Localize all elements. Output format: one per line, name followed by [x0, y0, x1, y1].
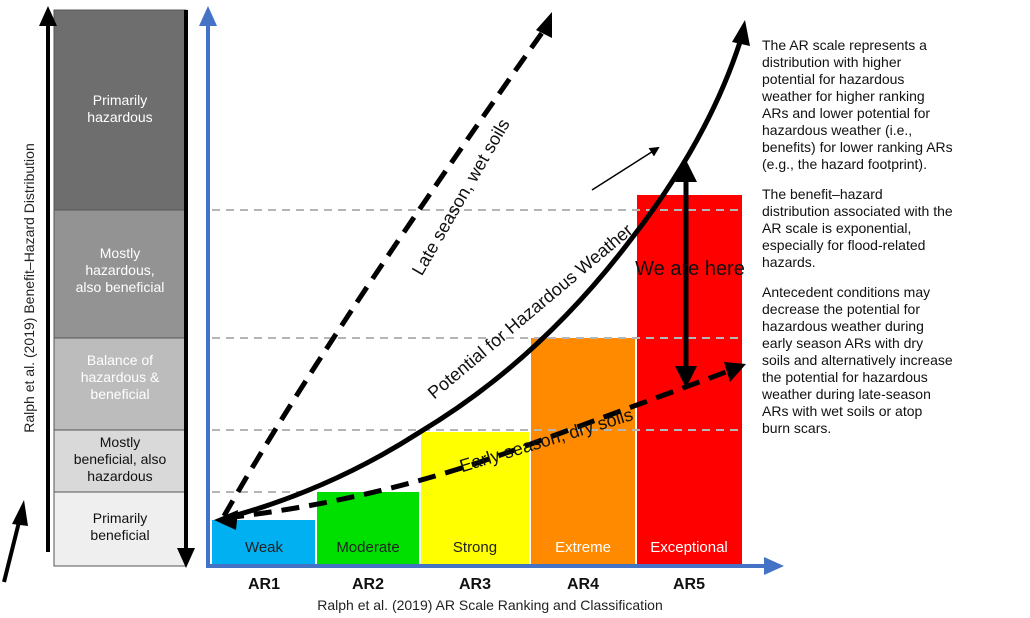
explanation-paragraph-1: The AR scale represents a distribution w…	[762, 37, 953, 172]
late-season-curve	[221, 28, 547, 518]
benefit-hazard-arrow	[39, 6, 195, 568]
benefit-hazard-segment	[53, 9, 187, 211]
benefit-hazard-segment	[53, 337, 187, 431]
curve-arrowhead	[732, 20, 750, 46]
ar-band	[316, 492, 420, 564]
ar-band	[212, 520, 316, 564]
segment-label-primarily-beneficial: Primarily beneficial	[90, 510, 150, 543]
ar-band-name: Exceptional	[650, 539, 728, 556]
ar-band-name: Extreme	[555, 539, 611, 556]
segment-label-balance: Balance of hazardous & beneficial	[80, 352, 160, 402]
ar-band-name: Moderate	[336, 539, 399, 556]
ar-band-name: Weak	[245, 539, 284, 556]
ar-code-label: AR5	[673, 576, 705, 593]
segment-label-mostly-beneficial: Mostly beneficial, also hazardous	[73, 434, 167, 484]
ar-code-labels: AR1 AR2 AR3 AR4 AR5	[248, 576, 705, 593]
we-are-here-annotation: We are here	[635, 258, 745, 280]
benefit-hazard-bar	[53, 9, 187, 567]
x-axis-label: Ralph et al. (2019) AR Scale Ranking and…	[317, 597, 663, 613]
hazard-potential-curve	[225, 41, 743, 521]
segment-label-primarily-hazardous: Primarily hazardous	[87, 92, 153, 125]
thin-trend-arrow	[591, 146, 660, 191]
pointer-arrow-icon	[2, 500, 28, 583]
chart-axes	[199, 6, 784, 575]
ar-code-label: AR4	[567, 576, 599, 593]
explanation-paragraph-3: Antecedent conditions may decrease the p…	[762, 284, 953, 436]
ar-category-bands: Weak Moderate Strong Extreme Exceptional	[212, 180, 742, 564]
benefit-hazard-segment	[53, 209, 187, 339]
benefit-hazard-segment	[53, 429, 187, 493]
explanation-paragraph-2: The benefit–hazard distribution associat…	[762, 186, 953, 270]
benefit-hazard-segment	[53, 491, 187, 567]
early-curve-arrowhead	[724, 362, 746, 382]
ar-code-label: AR1	[248, 576, 280, 593]
segment-label-mostly-hazardous: Mostly hazardous, also beneficial	[75, 245, 165, 295]
range-double-arrow	[675, 160, 697, 388]
early-season-curve	[225, 369, 727, 521]
explanation-text: The AR scale represents a distribution w…	[762, 37, 1024, 437]
late-curve-arrowhead	[536, 12, 552, 38]
ar-band	[530, 338, 636, 564]
benefit-hazard-axis-label: Ralph et al. (2019) Benefit–Hazard Distr…	[21, 143, 37, 433]
ar-band-name: Strong	[453, 539, 497, 556]
ar-code-label: AR3	[459, 576, 491, 593]
late-season-label: Late season, wet soils	[408, 115, 514, 278]
ar-code-label: AR2	[352, 576, 384, 593]
ar-band	[420, 432, 530, 564]
